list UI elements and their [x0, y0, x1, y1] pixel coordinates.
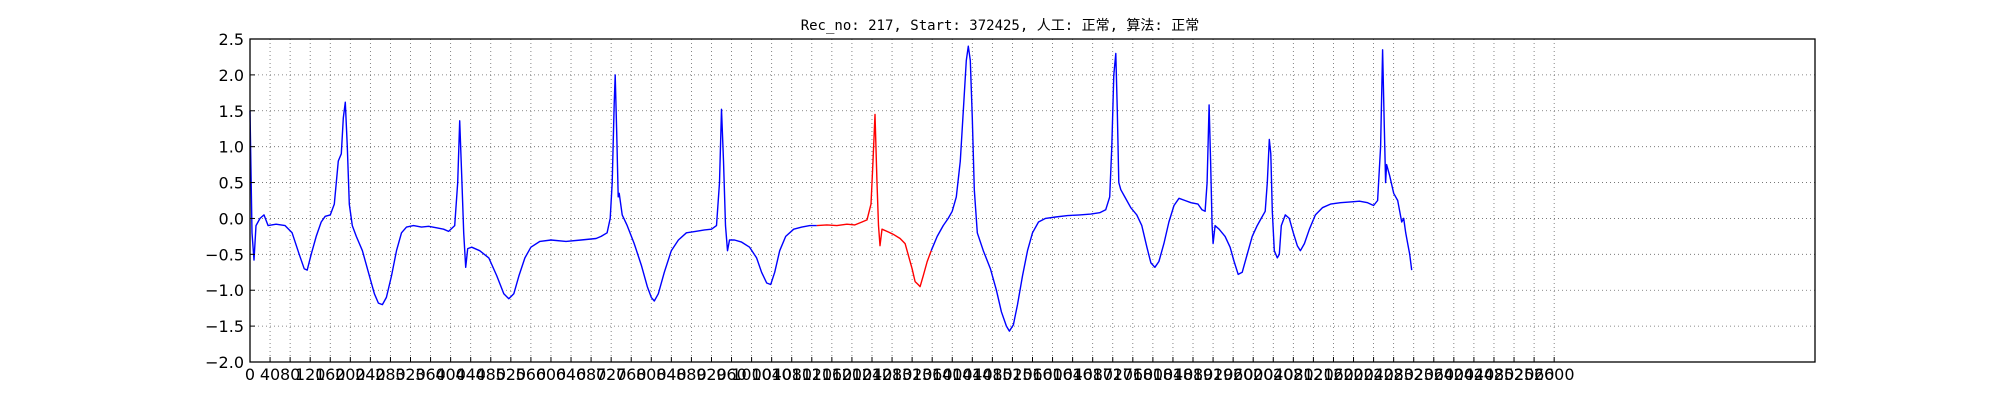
x-tick-label: 1200 [832, 365, 873, 384]
x-tick-label: 1960 [1213, 365, 1254, 384]
x-tick-label: 1320 [892, 365, 933, 384]
y-axis-ticks: 2.5 2.0 1.5 1.0 0.5 0.0 −0.5 −1.0 −1.5 −2.0 [205, 30, 255, 372]
y-tick-label: 1.0 [219, 138, 244, 157]
x-tick-label: 2200 [1333, 365, 1374, 384]
x-tick-label: 2080 [1273, 365, 1314, 384]
x-tick-label: 320 [395, 365, 426, 384]
x-tick-label: 1280 [872, 365, 913, 384]
x-tick-label: 520 [496, 365, 527, 384]
x-tick-label: 120 [295, 365, 326, 384]
x-tick-label: 800 [636, 365, 667, 384]
x-tick-label: 480 [475, 365, 506, 384]
y-tick-label: 1.5 [219, 102, 244, 121]
x-tick-label: 440 [455, 365, 486, 384]
x-tick-label: 680 [576, 365, 607, 384]
y-tick-label: 2.0 [219, 66, 244, 85]
x-tick-label: 2040 [1253, 365, 1294, 384]
x-tick-label: 960 [716, 365, 747, 384]
x-tick-label: 1760 [1112, 365, 1153, 384]
x-tick-label: 1120 [791, 365, 832, 384]
y-tick-label: −1.5 [205, 317, 244, 336]
plot-area-frame [249, 38, 1816, 363]
series-line-1 [249, 74, 817, 306]
x-tick-label: 2240 [1353, 365, 1394, 384]
x-tick-label: 840 [656, 365, 687, 384]
x-tick-label: 1720 [1092, 365, 1133, 384]
x-tick-label: 1080 [771, 365, 812, 384]
y-tick-label: −1.0 [205, 281, 244, 300]
x-tick-label: 280 [375, 365, 406, 384]
y-tick-label: −2.0 [205, 353, 244, 372]
x-tick-label: 2320 [1393, 365, 1434, 384]
x-tick-label: 2280 [1373, 365, 1414, 384]
x-tick-label: 1680 [1072, 365, 1113, 384]
x-tick-label: 880 [676, 365, 707, 384]
x-tick-label: 200 [335, 365, 366, 384]
x-tick-label: 360 [415, 365, 446, 384]
x-tick-label: 1040 [751, 365, 792, 384]
x-tick-label: 160 [315, 365, 346, 384]
y-tick-label: 0.0 [219, 209, 244, 228]
x-tick-label: 2400 [1433, 365, 1474, 384]
x-tick-label: 1440 [952, 365, 993, 384]
x-tick-label: 2360 [1413, 365, 1454, 384]
series-line-2 [816, 113, 932, 288]
x-tick-label: 1640 [1052, 365, 1093, 384]
x-tick-label: 1000 [731, 365, 772, 384]
x-tick-label: 2000 [1233, 365, 1274, 384]
x-tick-label: 760 [616, 365, 647, 384]
x-tick-label: 1560 [1012, 365, 1053, 384]
y-tick-label: 2.5 [219, 30, 244, 49]
y-tick-label: −0.5 [205, 245, 244, 264]
x-tick-label: 40 [260, 365, 280, 384]
x-tick-label: 1920 [1193, 365, 1234, 384]
x-tick-label: 2520 [1494, 365, 1535, 384]
x-tick-label: 1840 [1153, 365, 1194, 384]
x-tick-label: 600 [536, 365, 567, 384]
y-tick-label: 0.5 [219, 174, 244, 193]
x-tick-label: 1240 [852, 365, 893, 384]
x-tick-label: 2160 [1313, 365, 1354, 384]
x-tick-label: 1600 [1032, 365, 1073, 384]
x-axis-ticks: 0 40 8012016020024028032036040044048052056… [245, 357, 1575, 384]
x-tick-label: 240 [355, 365, 386, 384]
x-tick-label: 1400 [932, 365, 973, 384]
series-layer [249, 45, 1413, 332]
x-tick-label: 400 [435, 365, 466, 384]
x-tick-label: 560 [516, 365, 547, 384]
x-tick-label: 2600 [1534, 365, 1575, 384]
x-tick-label: 1360 [912, 365, 953, 384]
x-tick-label: 2120 [1293, 365, 1334, 384]
x-tick-label: 2480 [1474, 365, 1515, 384]
x-tick-label: 720 [596, 365, 627, 384]
x-tick-label: 1880 [1173, 365, 1214, 384]
x-tick-label: 1160 [811, 365, 852, 384]
series-line-3 [930, 45, 1413, 332]
x-tick-label: 2440 [1454, 365, 1495, 384]
x-tick-label: 1480 [972, 365, 1013, 384]
x-tick-label: 1520 [992, 365, 1033, 384]
x-tick-label: 640 [556, 365, 587, 384]
x-tick-label: 0 [245, 365, 255, 384]
x-tick-label: 80 [280, 365, 300, 384]
chart-title: Rec_no: 217, Start: 372425, 人工: 正常, 算法: … [801, 18, 1200, 34]
x-tick-label: 920 [696, 365, 727, 384]
x-tick-label: 1800 [1133, 365, 1174, 384]
x-tick-label: 2560 [1514, 365, 1555, 384]
